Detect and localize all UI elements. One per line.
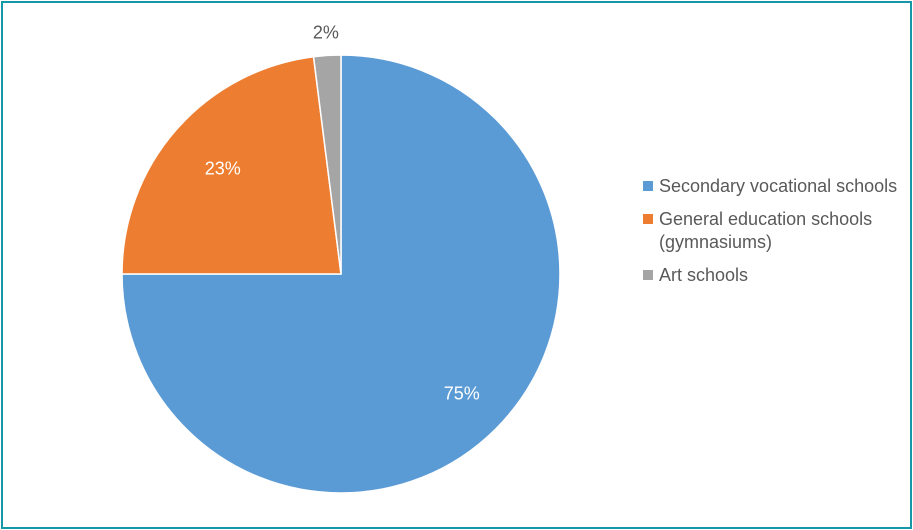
legend-swatch-secondary-vocational [643,181,653,191]
legend-swatch-general-education [643,214,653,224]
legend: Secondary vocational schools General edu… [643,175,905,297]
pie-slice-art-schools[interactable] [312,54,342,275]
legend-label-general-education: General education schools (gymnasiums) [659,209,873,252]
legend-item-secondary-vocational[interactable]: Secondary vocational schools [643,175,905,198]
data-label-secondary-vocational: 75% [444,384,480,404]
legend-label-art-schools: Art schools [659,265,749,285]
data-label-art-schools: 2% [313,22,339,42]
data-label-general-education: 23% [205,158,241,178]
legend-item-general-education[interactable]: General education schools (gymnasiums) [643,208,905,254]
legend-item-art-schools[interactable]: Art schools [643,264,905,287]
pie-slice-general-education[interactable] [121,55,342,275]
legend-label-secondary-vocational: Secondary vocational schools [659,176,898,196]
legend-swatch-art-schools [643,270,653,280]
